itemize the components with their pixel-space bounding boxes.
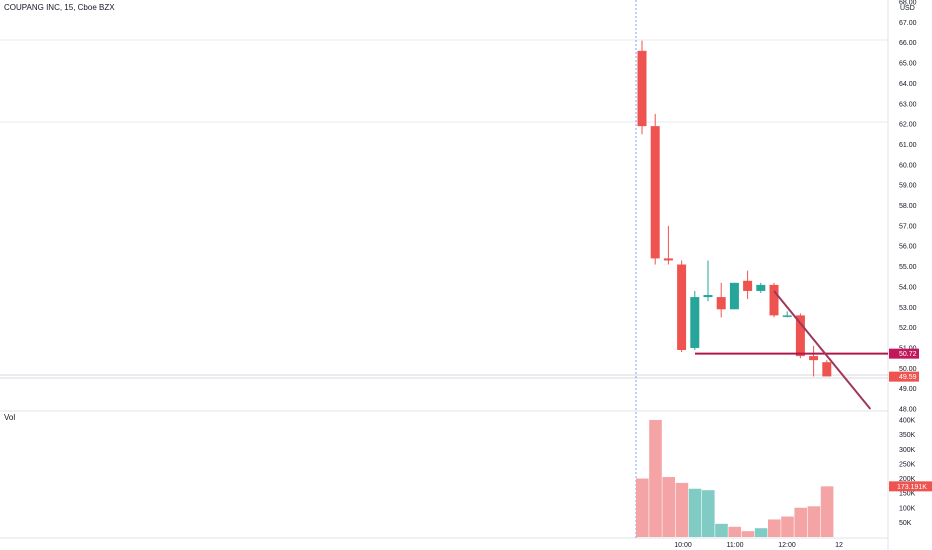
candle-body xyxy=(677,264,687,350)
hline-price-badge xyxy=(889,348,919,359)
candle-body xyxy=(729,282,739,310)
price-tick-label: 68.00 xyxy=(899,0,917,7)
volume-tick-label: 300K xyxy=(899,447,916,454)
volume-bar xyxy=(702,490,715,537)
candle-body xyxy=(822,362,832,377)
price-tick-label: 49.00 xyxy=(899,386,917,393)
volume-tick-label: 50K xyxy=(899,520,912,527)
last-volume-badge xyxy=(889,481,932,492)
price-tick-label: 61.00 xyxy=(899,142,917,149)
price-tick-label: 56.00 xyxy=(899,244,917,251)
price-tick-label: 62.00 xyxy=(899,122,917,129)
price-tick-label: 66.00 xyxy=(899,40,917,47)
volume-bar xyxy=(768,519,781,537)
price-tick-label: 53.00 xyxy=(899,305,917,312)
price-tick-label: 54.00 xyxy=(899,284,917,291)
volume-tick-label: 400K xyxy=(899,418,916,425)
volume-tick-label: 100K xyxy=(899,505,916,512)
price-tick-label: 48.00 xyxy=(899,407,917,414)
time-tick-label: 12:00 xyxy=(778,542,796,549)
time-tick-label: 11:00 xyxy=(727,542,744,549)
volume-bar xyxy=(688,488,702,537)
price-tick-label: 59.00 xyxy=(899,183,917,190)
volume-bar xyxy=(636,478,649,537)
candle-body xyxy=(663,258,673,261)
trendline xyxy=(773,290,872,410)
volume-tick-label: 350K xyxy=(899,432,916,439)
volume-bar xyxy=(715,523,728,537)
price-tick-label: 63.00 xyxy=(899,101,917,108)
price-tick-label: 50.00 xyxy=(899,366,917,373)
time-tick-label: 10:00 xyxy=(674,542,692,549)
volume-bar xyxy=(807,506,821,537)
price-tick-label: 65.00 xyxy=(899,61,917,68)
last-price-badge xyxy=(889,371,919,382)
symbol-title[interactable]: COUPANG INC, 15, Cboe BZX xyxy=(4,3,115,12)
candle-body xyxy=(743,280,753,291)
price-tick-label: 60.00 xyxy=(899,162,917,169)
currency-label: USD xyxy=(900,5,915,12)
candle-body xyxy=(795,315,805,357)
volume-tick-label: 250K xyxy=(899,461,916,468)
candle-body xyxy=(716,297,726,310)
candle-body xyxy=(809,356,819,361)
candle-body xyxy=(703,295,713,298)
candle-body xyxy=(782,315,792,317)
volume-tick-label: 150K xyxy=(899,491,916,498)
price-tick-label: 57.00 xyxy=(899,223,917,230)
volume-bar xyxy=(781,516,794,537)
volume-bar xyxy=(649,420,662,537)
volume-bar xyxy=(820,486,834,537)
price-tick-label: 58.00 xyxy=(899,203,917,210)
price-tick-label: 64.00 xyxy=(899,81,917,88)
price-tick-label: 67.00 xyxy=(899,20,917,27)
candle-body xyxy=(637,50,647,127)
volume-bar xyxy=(662,477,675,537)
hline-price-label: 50.72 xyxy=(899,351,917,358)
candle-body xyxy=(650,126,660,259)
volume-bar xyxy=(741,531,755,537)
volume-bar xyxy=(675,482,689,537)
price-tick-label: 52.00 xyxy=(899,325,917,332)
volume-pane-label[interactable]: Vol xyxy=(4,413,16,422)
volume-bar xyxy=(794,507,807,537)
last-volume-label: 173.191K xyxy=(897,484,927,491)
last-price-label: 49.59 xyxy=(899,374,917,381)
candle-body xyxy=(756,284,766,291)
volume-bar xyxy=(754,528,768,537)
price-tick-label: 55.00 xyxy=(899,264,917,271)
volume-bar xyxy=(728,526,741,537)
candle-body xyxy=(690,297,700,348)
candle-body xyxy=(769,284,779,316)
volume-tick-label: 200K xyxy=(899,476,916,483)
time-tick-label: 12 xyxy=(835,542,843,549)
